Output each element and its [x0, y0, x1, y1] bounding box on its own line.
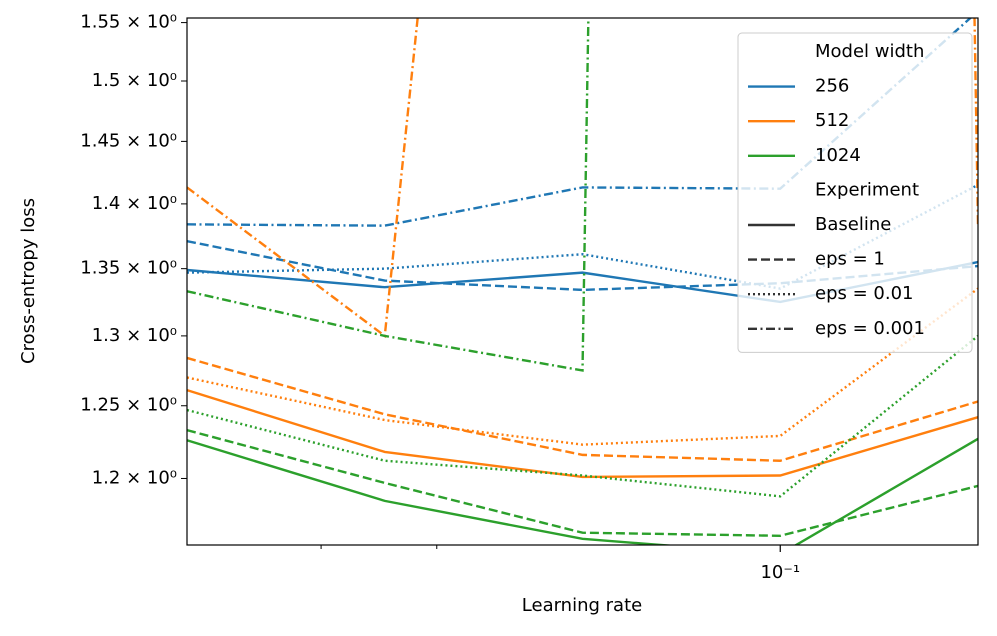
axes: 1.2 × 10⁰ 1.25 × 10⁰ 1.3 × 10⁰ 1.35 × 10⁰ 1.…	[80, 12, 800, 583]
y-tick-label: 1.35 × 10⁰	[80, 258, 177, 279]
legend-label: eps = 0.001	[815, 318, 925, 339]
legend-label: 512	[815, 110, 849, 131]
series-line	[187, 18, 590, 372]
y-tick-label: 1.2 × 10⁰	[92, 467, 177, 488]
legend-title: Experiment	[815, 179, 919, 200]
y-tick-label: 1.4 × 10⁰	[92, 193, 177, 214]
series-line	[187, 287, 978, 446]
series-line	[187, 334, 978, 498]
series-line	[187, 428, 978, 537]
x-axis-label: Learning rate	[522, 595, 642, 616]
legend: Model width 256 512 1024 Experiment Baseline e…	[737, 32, 973, 353]
y-tick-label: 1.3 × 10⁰	[92, 325, 177, 346]
series-line	[187, 18, 978, 339]
y-tick-label: 1.55 × 10⁰	[80, 12, 177, 33]
legend-label: 1024	[815, 145, 861, 166]
y-tick-label: 1.25 × 10⁰	[80, 395, 177, 416]
y-tick-label: 1.5 × 10⁰	[92, 70, 177, 91]
x-tick-label: 10⁻¹	[760, 562, 800, 583]
legend-title: Model width	[815, 41, 924, 62]
legend-label: eps = 0.01	[815, 283, 913, 304]
y-axis-label: Cross-entropy loss	[18, 198, 39, 364]
series-line	[187, 437, 978, 545]
legend-box	[737, 32, 973, 353]
series-line	[187, 388, 978, 479]
y-tick-label: 1.45 × 10⁰	[80, 130, 177, 151]
legend-label: 256	[815, 76, 849, 97]
legend-label: eps = 1	[815, 249, 885, 270]
plot-frame	[186, 17, 979, 546]
series-line	[187, 356, 978, 462]
legend-label: Baseline	[815, 214, 891, 235]
